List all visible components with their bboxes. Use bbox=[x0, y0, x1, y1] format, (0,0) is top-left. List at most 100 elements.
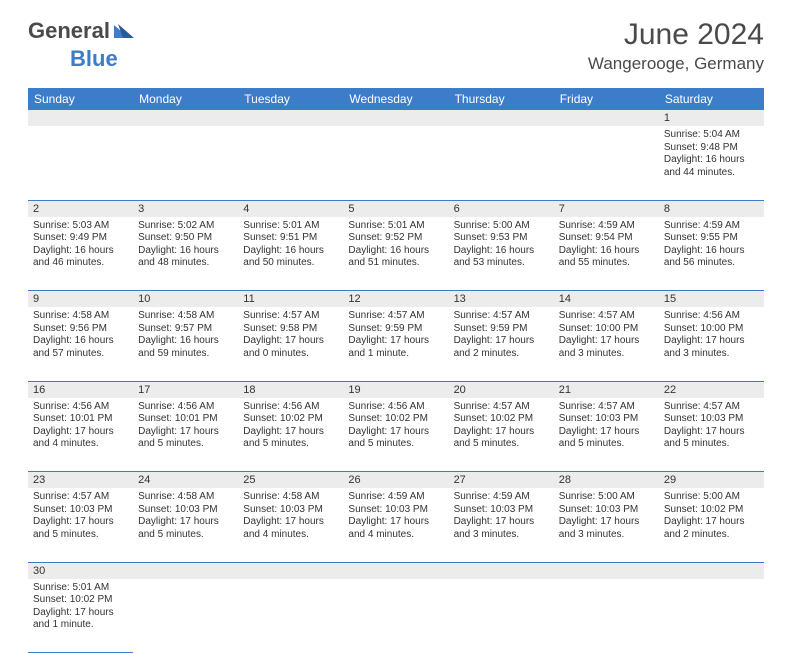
day-cell: Sunrise: 4:58 AMSunset: 9:57 PMDaylight:… bbox=[133, 307, 238, 381]
day-cell: Sunrise: 4:57 AMSunset: 9:58 PMDaylight:… bbox=[238, 307, 343, 381]
sunrise-text: Sunrise: 4:56 AM bbox=[243, 401, 338, 414]
day-cell bbox=[28, 126, 133, 200]
day-cell: Sunrise: 5:00 AMSunset: 10:03 PMDaylight… bbox=[554, 488, 659, 562]
day-cell: Sunrise: 4:56 AMSunset: 10:01 PMDaylight… bbox=[28, 398, 133, 472]
logo-text-1: General bbox=[28, 18, 110, 44]
weekday-header: Sunday bbox=[28, 88, 133, 110]
week-row: Sunrise: 5:01 AMSunset: 10:02 PMDaylight… bbox=[28, 579, 764, 653]
day-cell-body: Sunrise: 4:57 AMSunset: 10:03 PMDaylight… bbox=[659, 398, 764, 455]
day-number-cell: 4 bbox=[238, 200, 343, 217]
day-cell-body: Sunrise: 4:56 AMSunset: 10:02 PMDaylight… bbox=[343, 398, 448, 455]
day-cell bbox=[449, 579, 554, 653]
sunset-text: Sunset: 10:02 PM bbox=[33, 594, 128, 607]
calendar-table: Sunday Monday Tuesday Wednesday Thursday… bbox=[28, 88, 764, 653]
day2-text: and 55 minutes. bbox=[559, 257, 654, 270]
sunset-text: Sunset: 10:03 PM bbox=[348, 504, 443, 517]
sunset-text: Sunset: 9:51 PM bbox=[243, 232, 338, 245]
day-cell bbox=[554, 126, 659, 200]
sunrise-text: Sunrise: 4:57 AM bbox=[348, 310, 443, 323]
day-cell: Sunrise: 4:57 AMSunset: 10:03 PMDaylight… bbox=[554, 398, 659, 472]
day-cell-body: Sunrise: 5:01 AMSunset: 9:52 PMDaylight:… bbox=[343, 217, 448, 274]
sunrise-text: Sunrise: 4:57 AM bbox=[559, 310, 654, 323]
day1-text: Daylight: 17 hours bbox=[454, 426, 549, 439]
day-cell: Sunrise: 4:58 AMSunset: 10:03 PMDaylight… bbox=[238, 488, 343, 562]
day-cell: Sunrise: 5:01 AMSunset: 9:51 PMDaylight:… bbox=[238, 217, 343, 291]
weekday-header: Tuesday bbox=[238, 88, 343, 110]
day-number-cell: 26 bbox=[343, 472, 448, 489]
day-number-cell bbox=[343, 110, 448, 126]
day1-text: Daylight: 17 hours bbox=[243, 335, 338, 348]
day-cell: Sunrise: 5:00 AMSunset: 10:02 PMDaylight… bbox=[659, 488, 764, 562]
weekday-header: Thursday bbox=[449, 88, 554, 110]
day1-text: Daylight: 17 hours bbox=[33, 607, 128, 620]
day2-text: and 57 minutes. bbox=[33, 348, 128, 361]
day1-text: Daylight: 17 hours bbox=[33, 426, 128, 439]
sunrise-text: Sunrise: 5:00 AM bbox=[664, 491, 759, 504]
logo-sub: Blue bbox=[28, 46, 118, 72]
logo-text-2: Blue bbox=[70, 46, 118, 71]
day1-text: Daylight: 16 hours bbox=[138, 335, 233, 348]
day-number-cell: 25 bbox=[238, 472, 343, 489]
sunrise-text: Sunrise: 5:03 AM bbox=[33, 220, 128, 233]
day-number-cell: 11 bbox=[238, 291, 343, 308]
day-cell: Sunrise: 5:03 AMSunset: 9:49 PMDaylight:… bbox=[28, 217, 133, 291]
day2-text: and 3 minutes. bbox=[664, 348, 759, 361]
day-number-row: 23242526272829 bbox=[28, 472, 764, 489]
day-cell-body: Sunrise: 5:04 AMSunset: 9:48 PMDaylight:… bbox=[659, 126, 764, 183]
day-cell-body: Sunrise: 4:58 AMSunset: 9:56 PMDaylight:… bbox=[28, 307, 133, 364]
sunrise-text: Sunrise: 4:57 AM bbox=[454, 310, 549, 323]
day2-text: and 44 minutes. bbox=[664, 167, 759, 180]
sunset-text: Sunset: 9:54 PM bbox=[559, 232, 654, 245]
day1-text: Daylight: 17 hours bbox=[454, 335, 549, 348]
day-number-cell: 7 bbox=[554, 200, 659, 217]
day-cell bbox=[133, 126, 238, 200]
day-cell-body: Sunrise: 4:57 AMSunset: 10:03 PMDaylight… bbox=[554, 398, 659, 455]
day2-text: and 4 minutes. bbox=[33, 438, 128, 451]
day2-text: and 2 minutes. bbox=[454, 348, 549, 361]
day-cell: Sunrise: 4:57 AMSunset: 10:03 PMDaylight… bbox=[659, 398, 764, 472]
day1-text: Daylight: 17 hours bbox=[664, 335, 759, 348]
day-number-cell bbox=[659, 562, 764, 579]
day1-text: Daylight: 17 hours bbox=[664, 426, 759, 439]
day-cell: Sunrise: 4:59 AMSunset: 10:03 PMDaylight… bbox=[449, 488, 554, 562]
sunrise-text: Sunrise: 4:58 AM bbox=[33, 310, 128, 323]
day1-text: Daylight: 17 hours bbox=[559, 335, 654, 348]
day-number-cell: 2 bbox=[28, 200, 133, 217]
day-cell: Sunrise: 5:04 AMSunset: 9:48 PMDaylight:… bbox=[659, 126, 764, 200]
day2-text: and 5 minutes. bbox=[33, 529, 128, 542]
day-cell bbox=[238, 579, 343, 653]
day-cell-body: Sunrise: 5:01 AMSunset: 10:02 PMDaylight… bbox=[28, 579, 133, 636]
day2-text: and 46 minutes. bbox=[33, 257, 128, 270]
day2-text: and 4 minutes. bbox=[348, 529, 443, 542]
day1-text: Daylight: 17 hours bbox=[348, 335, 443, 348]
sunrise-text: Sunrise: 4:56 AM bbox=[138, 401, 233, 414]
day2-text: and 1 minute. bbox=[348, 348, 443, 361]
day-number-cell: 28 bbox=[554, 472, 659, 489]
sunrise-text: Sunrise: 5:00 AM bbox=[559, 491, 654, 504]
sunset-text: Sunset: 9:52 PM bbox=[348, 232, 443, 245]
week-row: Sunrise: 4:56 AMSunset: 10:01 PMDaylight… bbox=[28, 398, 764, 472]
day1-text: Daylight: 17 hours bbox=[559, 516, 654, 529]
day-cell-body: Sunrise: 4:59 AMSunset: 9:55 PMDaylight:… bbox=[659, 217, 764, 274]
day-cell: Sunrise: 4:56 AMSunset: 10:02 PMDaylight… bbox=[238, 398, 343, 472]
day1-text: Daylight: 17 hours bbox=[243, 516, 338, 529]
day-number-cell bbox=[554, 562, 659, 579]
sunrise-text: Sunrise: 4:57 AM bbox=[243, 310, 338, 323]
day-number-cell: 10 bbox=[133, 291, 238, 308]
sunrise-text: Sunrise: 4:56 AM bbox=[348, 401, 443, 414]
day2-text: and 56 minutes. bbox=[664, 257, 759, 270]
sunrise-text: Sunrise: 4:57 AM bbox=[454, 401, 549, 414]
day-cell: Sunrise: 4:56 AMSunset: 10:02 PMDaylight… bbox=[343, 398, 448, 472]
sunrise-text: Sunrise: 4:59 AM bbox=[348, 491, 443, 504]
weekday-header: Friday bbox=[554, 88, 659, 110]
day-cell-body: Sunrise: 4:57 AMSunset: 10:00 PMDaylight… bbox=[554, 307, 659, 364]
day-cell-body: Sunrise: 4:58 AMSunset: 10:03 PMDaylight… bbox=[238, 488, 343, 545]
day-number-row: 1 bbox=[28, 110, 764, 126]
sunrise-text: Sunrise: 4:58 AM bbox=[138, 310, 233, 323]
sunset-text: Sunset: 9:57 PM bbox=[138, 323, 233, 336]
logo-triangle-icon bbox=[114, 22, 136, 43]
day-cell-body: Sunrise: 4:59 AMSunset: 9:54 PMDaylight:… bbox=[554, 217, 659, 274]
day-number-cell: 29 bbox=[659, 472, 764, 489]
day1-text: Daylight: 17 hours bbox=[348, 516, 443, 529]
day2-text: and 5 minutes. bbox=[138, 529, 233, 542]
